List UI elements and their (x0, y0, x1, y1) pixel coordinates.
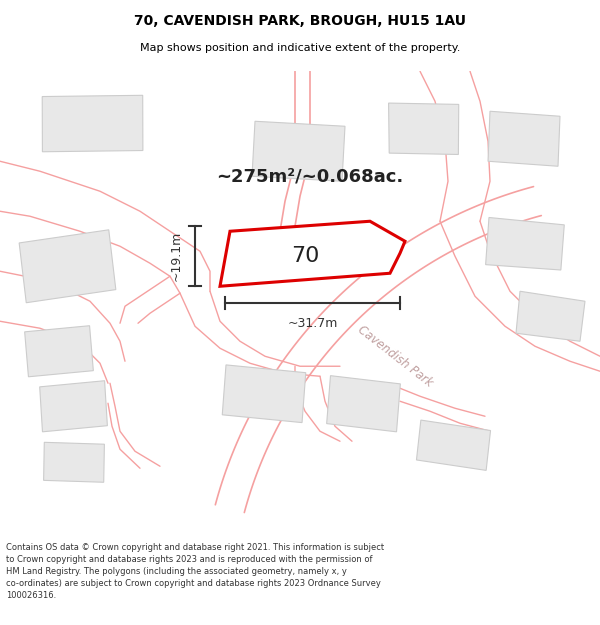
Text: 70, CAVENDISH PARK, BROUGH, HU15 1AU: 70, CAVENDISH PARK, BROUGH, HU15 1AU (134, 14, 466, 28)
Polygon shape (389, 103, 459, 154)
Text: ~31.7m: ~31.7m (287, 318, 338, 330)
Polygon shape (40, 381, 107, 432)
Text: Contains OS data © Crown copyright and database right 2021. This information is : Contains OS data © Crown copyright and d… (6, 542, 384, 600)
Text: Map shows position and indicative extent of the property.: Map shows position and indicative extent… (140, 43, 460, 53)
Polygon shape (42, 95, 143, 152)
Polygon shape (222, 365, 306, 423)
Polygon shape (252, 121, 345, 181)
Polygon shape (44, 442, 104, 483)
Text: ~275m²/~0.068ac.: ~275m²/~0.068ac. (217, 168, 404, 185)
Polygon shape (485, 217, 564, 270)
Polygon shape (25, 326, 94, 377)
Text: Cavendish Park: Cavendish Park (355, 323, 435, 389)
Polygon shape (488, 111, 560, 166)
Text: 70: 70 (291, 246, 319, 266)
Polygon shape (326, 376, 400, 432)
Polygon shape (516, 291, 585, 341)
Polygon shape (220, 221, 405, 286)
Polygon shape (416, 420, 491, 471)
Polygon shape (19, 230, 116, 302)
Text: ~19.1m: ~19.1m (170, 231, 183, 281)
